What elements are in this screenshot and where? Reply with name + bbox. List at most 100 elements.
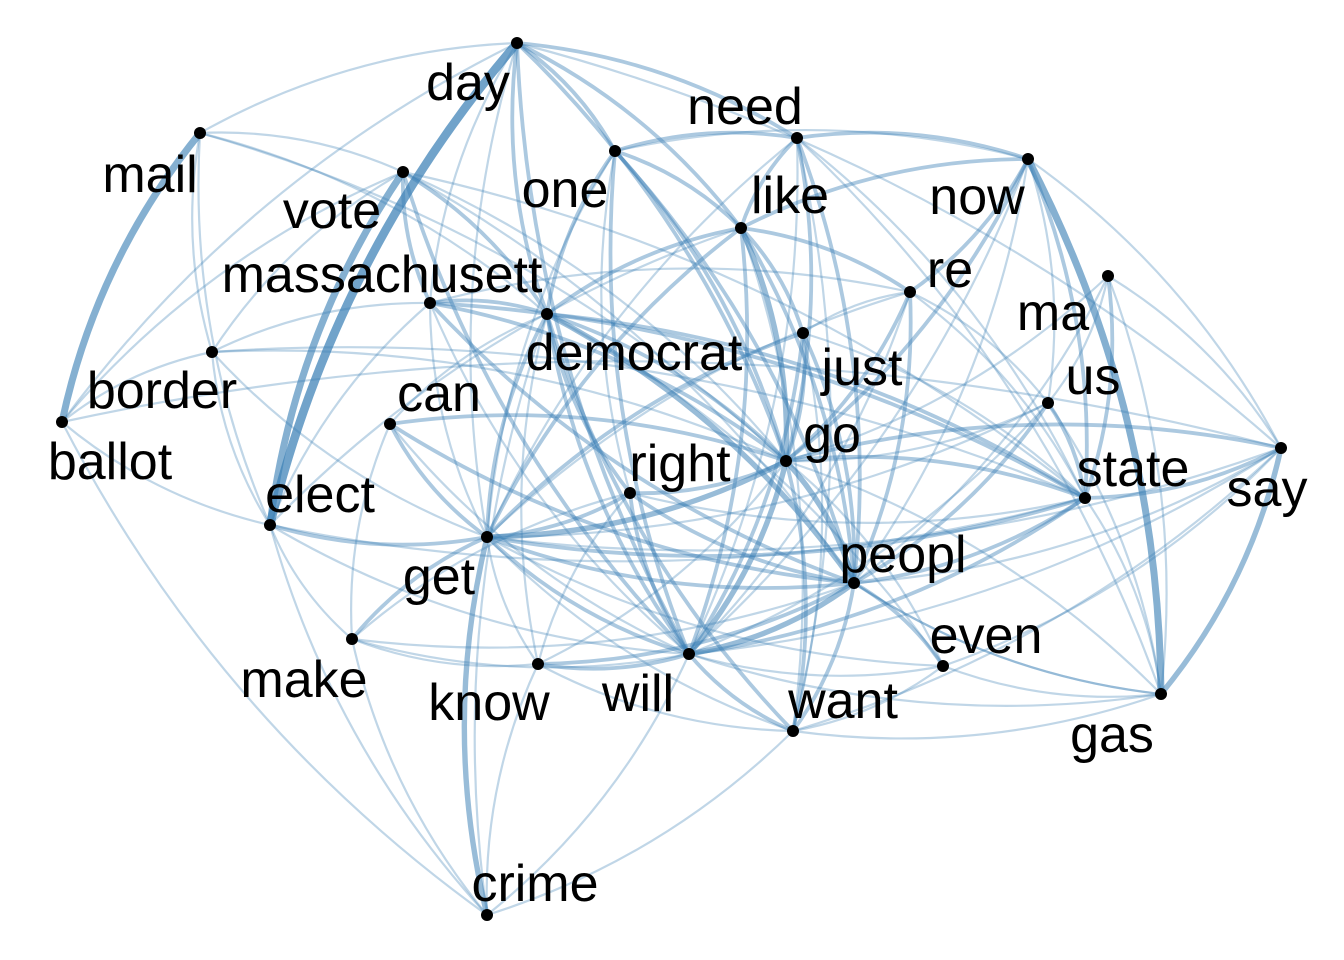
edge-right-make xyxy=(350,491,632,641)
edge-know-will xyxy=(536,652,691,671)
edge-need-one xyxy=(613,130,799,153)
edge-massachusett-border xyxy=(210,301,432,354)
edge-peopl-make xyxy=(350,581,856,649)
node-label-re: re xyxy=(927,241,973,299)
edge-massachusett-peopl xyxy=(428,301,856,585)
edge-day-democrat xyxy=(510,41,549,316)
edge-go-say xyxy=(784,422,1283,463)
node-massachusett xyxy=(424,297,436,309)
edge-peopl-will xyxy=(686,580,857,657)
edge-democrat-crime xyxy=(473,312,549,917)
edge-elect-will xyxy=(268,523,691,656)
edge-gas-peopl xyxy=(852,581,1163,696)
edge-will-crime xyxy=(485,652,691,917)
edge-like-go xyxy=(738,225,790,464)
edge-say-gas xyxy=(1158,445,1284,697)
node-go xyxy=(780,455,792,467)
node-right xyxy=(624,487,636,499)
node-can xyxy=(384,418,396,430)
edge-go-peopl xyxy=(783,458,857,586)
edge-peopl-know xyxy=(536,581,856,666)
edge-go-want xyxy=(784,459,808,733)
edge-can-will xyxy=(388,422,691,656)
edge-make-will xyxy=(350,637,691,669)
node-label-us: us xyxy=(1066,348,1121,406)
edge-day-like xyxy=(515,41,743,230)
edge-day-go xyxy=(515,41,788,463)
node-now xyxy=(1022,153,1034,165)
edge-vote-border xyxy=(210,170,405,354)
edge-can-go xyxy=(388,413,788,463)
node-border xyxy=(206,346,218,358)
edge-day-need xyxy=(515,41,799,140)
edge-one-like xyxy=(613,149,743,230)
node-need xyxy=(791,132,803,144)
edge-say-even xyxy=(941,446,1283,668)
edge-need-like xyxy=(739,136,799,230)
edge-re-just xyxy=(801,290,912,335)
edge-even-gas xyxy=(941,664,1163,698)
edge-get-know xyxy=(485,535,540,666)
edge-state-get xyxy=(485,496,1087,558)
edge-democrat-will xyxy=(545,312,691,656)
edge-will-want xyxy=(687,652,795,733)
edge-ballot-say xyxy=(60,360,1283,450)
edge-mail-elect xyxy=(197,131,272,527)
edge-need-peopl xyxy=(795,136,862,585)
node-label-get: get xyxy=(403,548,476,606)
edge-peopl-want xyxy=(791,581,856,733)
edge-go-gas xyxy=(784,459,1163,696)
node-re xyxy=(904,286,916,298)
edge-like-peopl xyxy=(739,226,856,585)
edge-peopl-gas xyxy=(852,581,1163,696)
edge-democrat-go xyxy=(545,312,788,463)
edge-ballot-elect xyxy=(60,420,272,527)
edge-go-right xyxy=(628,459,788,496)
edge-state-will xyxy=(687,496,1087,656)
node-label-know: know xyxy=(428,674,550,732)
edge-re-peopl xyxy=(852,290,913,585)
node-know xyxy=(532,658,544,670)
edge-need-want xyxy=(791,136,832,733)
edge-get-crime xyxy=(461,534,490,918)
edge-know-want xyxy=(536,662,795,733)
node-peopl xyxy=(848,577,860,589)
edge-right-peopl xyxy=(628,491,856,585)
edge-need-now xyxy=(795,130,1030,161)
node-label-massachusett: massachusett xyxy=(222,246,543,304)
edge-mail-go xyxy=(198,131,788,463)
node-label-will: will xyxy=(601,665,674,723)
edge-one-peopl xyxy=(613,149,856,585)
node-elect xyxy=(264,519,276,531)
edge-layer xyxy=(58,38,1284,918)
edge-elect-get xyxy=(268,523,489,547)
edge-say-peopl xyxy=(852,446,1283,585)
edge-now-state xyxy=(1026,157,1089,500)
edge-just-get xyxy=(485,331,805,539)
edge-go-know xyxy=(536,459,788,666)
edge-peopl-even xyxy=(852,581,945,668)
edge-us-gas xyxy=(1046,401,1163,696)
edge-ballot-vote xyxy=(60,170,405,424)
edge-border-state xyxy=(210,346,1087,500)
edge-get-make xyxy=(350,535,489,641)
node-crime xyxy=(481,909,493,921)
edge-border-elect xyxy=(210,350,272,527)
edge-go-will xyxy=(686,458,789,657)
edge-make-crime xyxy=(350,637,489,917)
node-like xyxy=(735,222,747,234)
node-label-border: border xyxy=(87,362,237,420)
edge-democrat-know xyxy=(520,312,549,666)
edge-day-one xyxy=(515,41,617,153)
node-label-even: even xyxy=(930,607,1043,665)
edge-ma-go xyxy=(784,274,1110,463)
edge-now-us xyxy=(1026,157,1056,405)
edge-can-democrat xyxy=(388,312,549,426)
edge-democrat-state xyxy=(545,312,1087,500)
edge-mail-ballot xyxy=(58,129,204,426)
edge-go-even xyxy=(784,459,945,668)
node-label-peopl: peopl xyxy=(839,526,966,584)
edge-day-massachusett xyxy=(428,41,519,305)
edge-us-peopl xyxy=(852,401,1050,585)
